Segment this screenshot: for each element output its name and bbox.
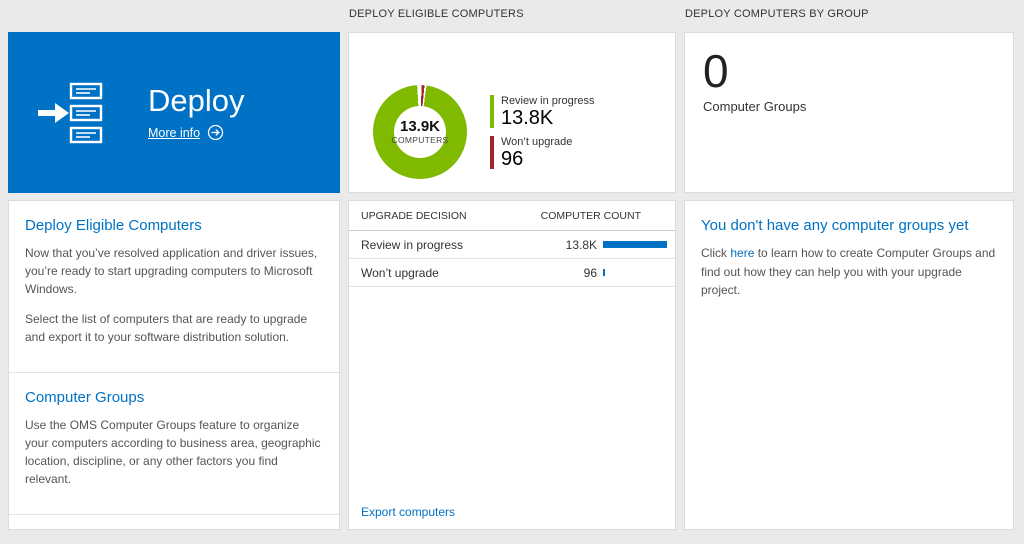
deploy-tile[interactable]: Deploy More info [8, 32, 340, 193]
more-info-link[interactable]: More info [148, 125, 201, 140]
table-row[interactable]: Won’t upgrade 96 [349, 259, 675, 287]
donut-center-value: 13.9K [399, 117, 441, 135]
legend-item-wont-upgrade: Won’t upgrade 96 [490, 136, 595, 170]
middle-column: DEPLOY ELIGIBLE COMPUTERS 13.9K COMPUTER… [348, 0, 676, 544]
left-column: Deploy More info Deploy Eligible Compute… [8, 0, 340, 544]
section-heading-deploy-eligible: Deploy Eligible Computers [25, 217, 202, 234]
upgrade-decision-card: UPGRADE DECISION COMPUTER COUNT Review i… [348, 200, 676, 530]
divider [9, 372, 339, 373]
section-computer-groups: Computer Groups Use the OMS Computer Gro… [9, 373, 339, 514]
legend-value: 96 [501, 148, 524, 171]
deploy-tile-text: Deploy More info [148, 82, 245, 141]
no-groups-text: Click here to learn how to create Comput… [701, 244, 997, 300]
legend-value: 13.8K [501, 107, 554, 130]
donut-center-label: COMPUTERS [391, 135, 449, 146]
here-link[interactable]: here [730, 246, 755, 260]
row-bar-zone [603, 269, 667, 276]
row-label: Review in progress [361, 237, 464, 252]
column-header-computer-count: COMPUTER COUNT [540, 210, 641, 222]
export-computers-link[interactable]: Export computers [361, 505, 456, 519]
table-row[interactable]: Review in progress 13.8K [349, 231, 675, 259]
divider [9, 514, 339, 515]
legend-label: Won’t upgrade [501, 136, 573, 149]
legend-swatch-red [490, 136, 494, 170]
count-bar [603, 241, 667, 248]
legend-item-review-in-progress: Review in progress 13.8K [490, 95, 595, 129]
deploy-icon [38, 82, 103, 143]
row-bar-zone [603, 241, 667, 248]
row-count: 96 [583, 265, 597, 280]
no-computer-groups-card: You don't have any computer groups yet C… [684, 200, 1014, 530]
deploy-tile-title: Deploy [148, 82, 245, 118]
text-fragment: Click [701, 246, 731, 260]
donut-chart: 13.9K COMPUTERS [373, 85, 467, 179]
text-fragment: to learn how to create Computer Groups a… [701, 246, 996, 298]
legend-label: Review in progress [501, 95, 595, 107]
section-heading-computer-groups: Computer Groups [25, 389, 145, 406]
computer-groups-count: 0 [703, 45, 729, 97]
chart-legend: Review in progress 13.8K Won’t upgrade 9… [490, 95, 595, 177]
right-column: DEPLOY COMPUTERS BY GROUP 0 Computer Gro… [684, 0, 1014, 544]
section-paragraph: Select the list of computers that are re… [25, 312, 308, 344]
column-header-upgrade-decision: UPGRADE DECISION [361, 210, 467, 222]
count-bar [603, 269, 605, 276]
middle-column-header: DEPLOY ELIGIBLE COMPUTERS [349, 8, 524, 20]
donut-hole: 13.9K COMPUTERS [391, 106, 449, 158]
no-groups-heading: You don't have any computer groups yet [701, 217, 969, 234]
eligible-computers-chart-tile[interactable]: 13.9K COMPUTERS Review in progress 13.8K… [348, 32, 676, 193]
arrow-circle-icon[interactable] [207, 124, 224, 141]
section-paragraph: Now that you’ve resolved application and… [25, 246, 318, 296]
row-label: Won’t upgrade [361, 265, 439, 280]
section-paragraph: Use the OMS Computer Groups feature to o… [25, 418, 321, 486]
section-deploy-eligible: Deploy Eligible Computers Now that you’v… [9, 201, 339, 372]
legend-swatch-green [490, 95, 494, 128]
computer-groups-label: Computer Groups [703, 99, 807, 115]
computer-groups-tile[interactable]: 0 Computer Groups [684, 32, 1014, 193]
deploy-info-card: Deploy Eligible Computers Now that you’v… [8, 200, 340, 530]
table-header-row: UPGRADE DECISION COMPUTER COUNT [349, 201, 675, 231]
row-count: 13.8K [565, 237, 597, 252]
right-column-header: DEPLOY COMPUTERS BY GROUP [685, 8, 869, 20]
